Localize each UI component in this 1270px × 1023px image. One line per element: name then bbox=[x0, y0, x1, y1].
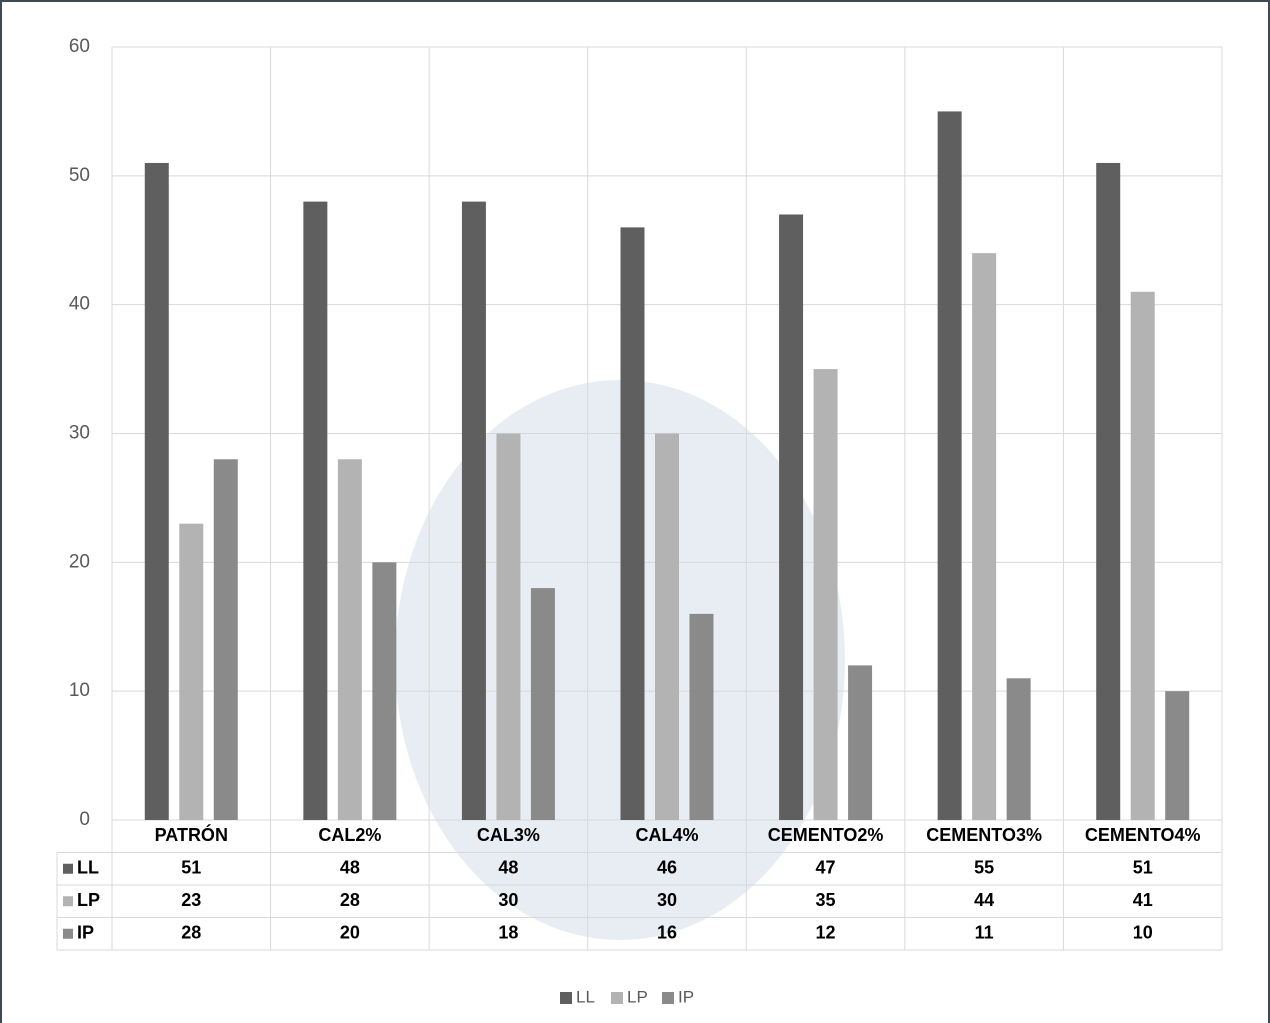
bar bbox=[620, 227, 645, 820]
bar bbox=[461, 201, 486, 821]
bar bbox=[303, 201, 328, 821]
y-tick-label: 0 bbox=[79, 809, 90, 830]
table-cell: 35 bbox=[816, 890, 836, 910]
bar bbox=[1130, 291, 1155, 820]
bar bbox=[1165, 691, 1190, 820]
table-cell: 20 bbox=[340, 923, 360, 943]
legend-key bbox=[611, 992, 623, 1004]
table-row-label: LL bbox=[77, 858, 99, 878]
table-cell: 55 bbox=[974, 858, 994, 878]
y-tick-label: 50 bbox=[69, 165, 90, 186]
bar bbox=[689, 613, 714, 820]
table-cell: 10 bbox=[1133, 923, 1153, 943]
x-tick-label: CAL3% bbox=[477, 825, 540, 845]
table-cell: 28 bbox=[340, 890, 360, 910]
table-cell: 12 bbox=[816, 923, 836, 943]
table-legend-key bbox=[63, 863, 73, 874]
bar bbox=[179, 523, 204, 820]
bar bbox=[213, 459, 238, 820]
table-legend-key bbox=[63, 928, 73, 939]
bar bbox=[372, 562, 397, 820]
bar bbox=[972, 253, 997, 821]
bar bbox=[496, 433, 521, 820]
table-cell: 18 bbox=[498, 923, 518, 943]
legend-label: LL bbox=[576, 987, 595, 1006]
table-cell: 51 bbox=[181, 858, 201, 878]
x-tick-label: CEMENTO4% bbox=[1085, 825, 1201, 845]
table-cell: 47 bbox=[816, 858, 836, 878]
table-row-label: LP bbox=[77, 890, 100, 910]
bar bbox=[779, 214, 804, 820]
table-cell: 11 bbox=[975, 923, 994, 943]
legend-key bbox=[560, 992, 572, 1004]
bar bbox=[144, 162, 169, 820]
x-tick-label: CEMENTO2% bbox=[768, 825, 884, 845]
y-tick-label: 30 bbox=[69, 423, 90, 444]
y-tick-label: 40 bbox=[69, 294, 90, 315]
table-cell: 30 bbox=[498, 890, 518, 910]
bar bbox=[813, 369, 838, 820]
table-cell: 28 bbox=[181, 923, 201, 943]
bar bbox=[1006, 678, 1031, 820]
table-cell: 23 bbox=[181, 890, 201, 910]
y-tick-label: 10 bbox=[69, 680, 90, 701]
bar bbox=[1096, 162, 1121, 820]
legend-key bbox=[662, 992, 674, 1004]
x-tick-label: CAL2% bbox=[318, 825, 381, 845]
bar bbox=[848, 665, 873, 820]
y-tick-label: 60 bbox=[69, 36, 90, 57]
table-cell: 51 bbox=[1133, 858, 1153, 878]
x-tick-label: CAL4% bbox=[635, 825, 698, 845]
table-cell: 41 bbox=[1133, 890, 1153, 910]
table-cell: 30 bbox=[657, 890, 677, 910]
table-cell: 44 bbox=[974, 890, 994, 910]
table-cell: 48 bbox=[498, 858, 518, 878]
bar bbox=[530, 588, 555, 820]
table-cell: 48 bbox=[340, 858, 360, 878]
table-row-label: IP bbox=[77, 923, 94, 943]
table-legend-key bbox=[63, 896, 73, 907]
legend-label: LP bbox=[627, 987, 648, 1006]
table-cell: 16 bbox=[657, 923, 677, 943]
bar bbox=[337, 459, 362, 820]
bar bbox=[655, 433, 679, 820]
table-cell: 46 bbox=[657, 858, 677, 878]
bar bbox=[937, 111, 962, 820]
legend-label: IP bbox=[678, 987, 694, 1006]
x-tick-label: CEMENTO3% bbox=[926, 825, 1042, 845]
y-tick-label: 20 bbox=[69, 551, 90, 572]
x-tick-label: PATRÓN bbox=[155, 824, 228, 845]
